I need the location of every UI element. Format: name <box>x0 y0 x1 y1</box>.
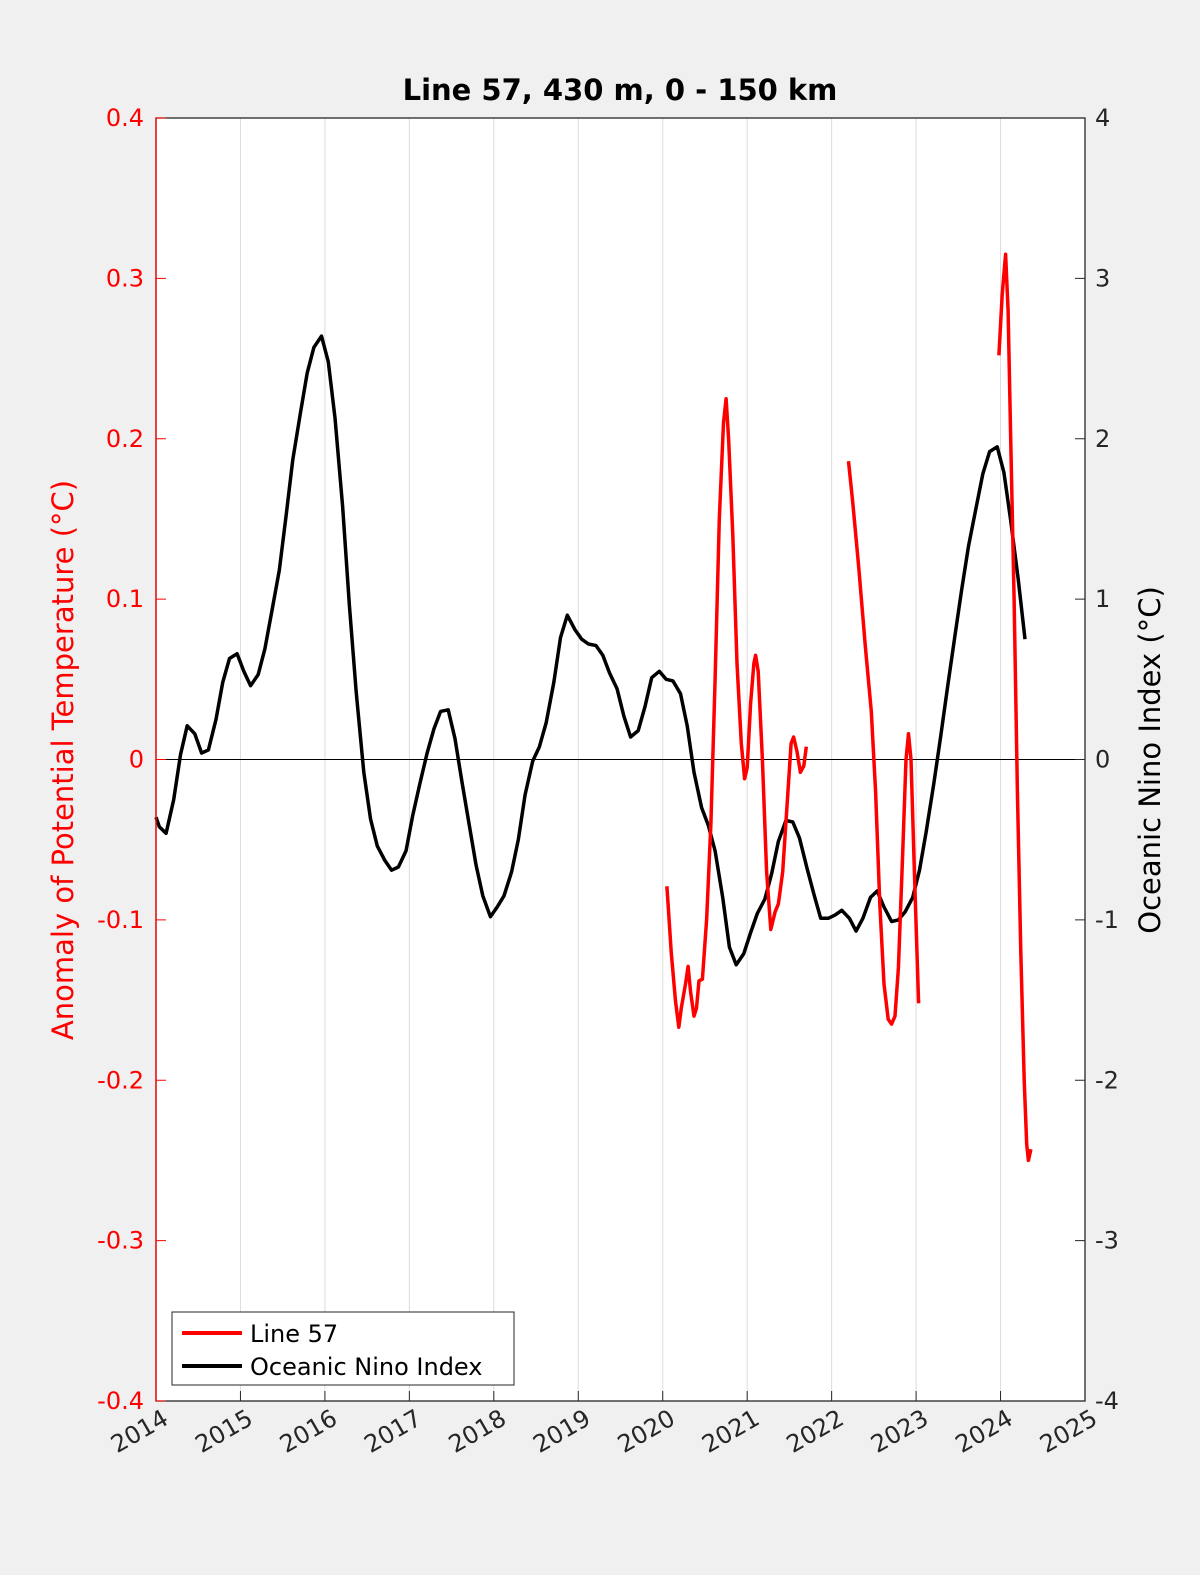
left-tick-label: -0.3 <box>97 1227 144 1255</box>
left-axis-label: Anomaly of Potential Temperature (°C) <box>46 480 80 1040</box>
right-tick-label: 1 <box>1095 585 1110 613</box>
left-tick-label: 0.4 <box>106 104 144 132</box>
legend-box <box>171 1311 515 1386</box>
right-tick-label: 3 <box>1095 264 1110 292</box>
x-tick-label: 2022 <box>782 1404 849 1459</box>
right-axis-label: Oceanic Nino Index (°C) <box>1133 586 1167 934</box>
x-tick-label: 2025 <box>1035 1404 1102 1459</box>
right-tick-label: 4 <box>1095 104 1110 132</box>
legend: Line 57 Oceanic Nino Index <box>171 1311 515 1386</box>
legend-label-oni: Oceanic Nino Index <box>250 1353 482 1381</box>
right-tick-label: 0 <box>1095 746 1110 774</box>
x-tick-label: 2016 <box>275 1404 342 1459</box>
chart-title: Line 57, 430 m, 0 - 150 km <box>403 73 838 107</box>
x-tick-label: 2023 <box>866 1404 933 1459</box>
right-tick-label: -1 <box>1095 906 1119 934</box>
series-line-line-57-segment-0 <box>665 396 809 1030</box>
series-layer <box>154 252 1033 1163</box>
x-tick-label: 2021 <box>697 1404 764 1459</box>
right-tick-label: -3 <box>1095 1227 1119 1255</box>
right-tick-label: 2 <box>1095 425 1110 453</box>
left-tick-label: 0.2 <box>106 425 144 453</box>
left-tick-label: -0.1 <box>97 906 144 934</box>
left-tick-label: 0 <box>129 746 144 774</box>
right-tick-label: -4 <box>1095 1387 1119 1415</box>
left-tick-label: 0.1 <box>106 585 144 613</box>
x-tick-label: 2024 <box>951 1404 1018 1459</box>
legend-label-line-57: Line 57 <box>250 1320 338 1348</box>
x-tick-label: 2019 <box>528 1404 595 1459</box>
series-line-line-57-segment-1 <box>846 461 921 1026</box>
left-tick-label: -0.2 <box>97 1066 144 1094</box>
right-tick-label: -2 <box>1095 1066 1119 1094</box>
x-tick-label: 2015 <box>191 1404 258 1459</box>
x-tick-label: 2017 <box>359 1404 426 1459</box>
x-tick-label: 2018 <box>444 1404 511 1459</box>
series-line-line-57-segment-2 <box>997 252 1033 1163</box>
left-tick-label: 0.3 <box>106 264 144 292</box>
x-tick-label: 2020 <box>613 1404 680 1459</box>
left-tick-label: -0.4 <box>97 1387 144 1415</box>
